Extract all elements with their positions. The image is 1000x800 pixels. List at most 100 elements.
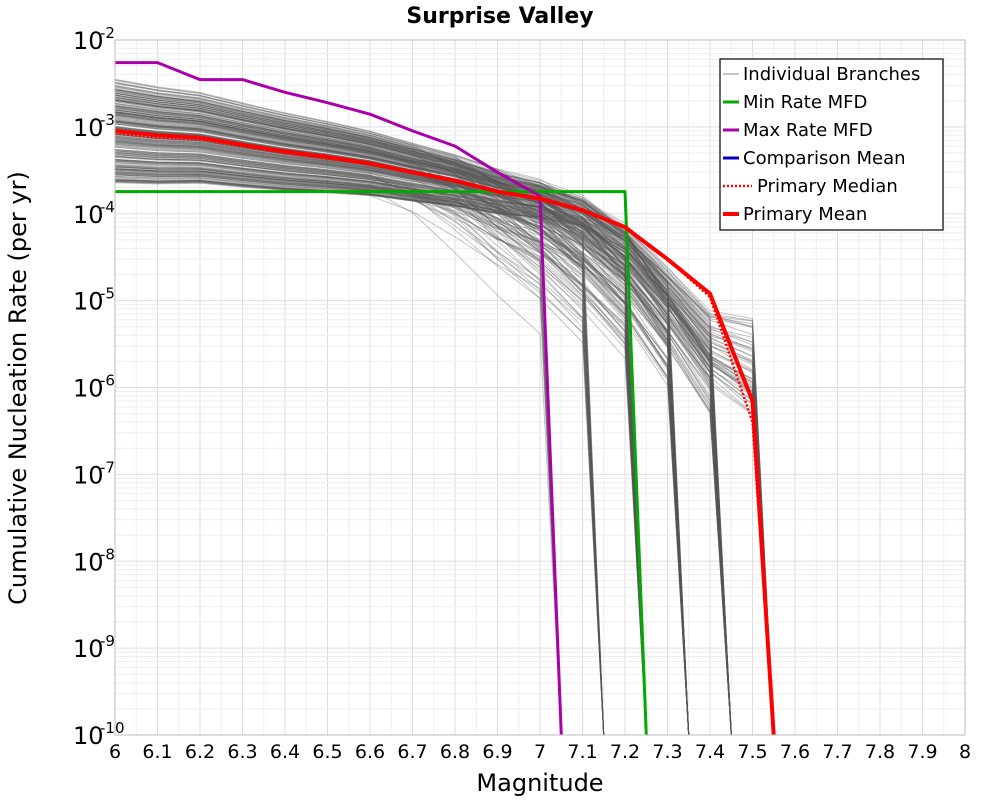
branch-line (114, 93, 647, 736)
branch-line (114, 106, 732, 736)
branch-line (114, 144, 647, 736)
branch-line (114, 107, 732, 736)
branch-line (114, 117, 732, 736)
branch-line (114, 174, 690, 736)
branch-line (114, 154, 732, 736)
branch-line (114, 158, 775, 736)
branch-line (114, 182, 562, 736)
branch-line (114, 100, 775, 736)
series-lines (114, 61, 776, 736)
branch-line (114, 111, 647, 736)
x-tick-label: 6 (109, 741, 121, 763)
branch-line (114, 109, 732, 736)
branch-line (114, 181, 775, 736)
branch-line (114, 126, 732, 736)
branch-line (114, 142, 647, 736)
branch-line (114, 105, 775, 736)
y-tick-exponent: -3 (100, 111, 115, 129)
branch-line (114, 116, 647, 736)
branch-line (114, 89, 775, 736)
branch-line (114, 168, 732, 736)
branch-line (114, 159, 690, 736)
branch-line (114, 109, 732, 736)
x-tick-label: 6.5 (312, 741, 342, 763)
y-tick-exponent: -2 (100, 24, 115, 42)
x-tick-label: 7.9 (907, 741, 937, 763)
branch-line (114, 112, 775, 736)
branch-line (114, 105, 690, 736)
branch-line (114, 179, 605, 736)
legend-label-comparison-mean: Comparison Mean (743, 148, 906, 169)
branch-line (114, 141, 732, 736)
branch-line (114, 149, 690, 736)
x-tick-label: 7.1 (567, 741, 597, 763)
branch-line (114, 140, 690, 736)
branch-line (114, 120, 605, 736)
branch-line (114, 135, 732, 736)
branch-line (114, 118, 775, 736)
branch-line (114, 122, 775, 736)
branch-line (114, 89, 732, 736)
branch-line (114, 181, 647, 736)
branch-line (114, 164, 732, 736)
chart-title: Surprise Valley (406, 4, 593, 29)
branch-line (114, 162, 647, 736)
branch-line (114, 151, 732, 736)
branch-line (114, 140, 690, 736)
branch-line (114, 134, 690, 736)
x-axis-label: Magnitude (476, 769, 603, 797)
branch-line (114, 88, 775, 736)
branch-line (114, 169, 605, 736)
branch-line (114, 166, 605, 736)
branch-line (114, 111, 732, 736)
branch-line (114, 126, 690, 736)
branch-line (114, 107, 732, 736)
y-tick-base: 10 (73, 375, 104, 403)
branch-line (114, 94, 647, 736)
branch-line (114, 179, 732, 736)
branch-line (114, 106, 647, 736)
legend: Individual Branches Min Rate MFD Max Rat… (719, 58, 944, 231)
branch-line (114, 99, 647, 736)
legend-box (719, 58, 944, 231)
branch-line (114, 79, 690, 736)
branch-line (114, 150, 732, 736)
x-tick-label: 6.2 (185, 741, 215, 763)
branch-line (114, 181, 605, 736)
branch-line (114, 90, 605, 736)
series-line-max-rate-mfd (115, 61, 563, 736)
branch-line (114, 150, 732, 736)
branch-line (114, 111, 732, 736)
branch-line (114, 149, 732, 736)
branch-line (114, 127, 732, 736)
y-tick-base: 10 (73, 722, 104, 750)
branch-line (114, 173, 690, 736)
branch-line (114, 128, 732, 736)
branch-line (114, 141, 605, 736)
branch-line (114, 168, 732, 736)
branch-line (114, 98, 690, 736)
branch-line (114, 120, 690, 736)
branch-line (114, 92, 690, 736)
branch-line (114, 168, 690, 736)
branch-line (114, 111, 647, 736)
branch-line (114, 179, 690, 736)
branch-line (114, 100, 775, 736)
branch-line (114, 156, 605, 736)
y-tick-base: 10 (73, 461, 104, 489)
branch-line (114, 121, 732, 736)
branch-line (114, 155, 690, 736)
branch-line (114, 156, 562, 736)
branch-line (114, 89, 690, 736)
branch-line (114, 179, 690, 736)
branch-line (114, 172, 690, 736)
branch-line (114, 111, 732, 736)
branch-line (114, 179, 775, 736)
branch-line (114, 92, 647, 736)
plot-area-frame (114, 39, 966, 736)
branch-line (114, 127, 732, 736)
x-tick-label: 6.7 (397, 741, 427, 763)
branch-line (114, 171, 775, 736)
branch-line (114, 141, 690, 736)
branch-line (114, 180, 775, 736)
